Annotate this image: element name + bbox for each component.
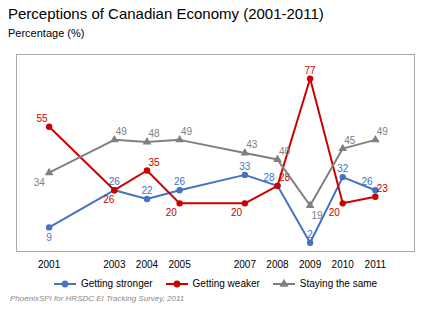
svg-text:9: 9 (46, 232, 52, 243)
svg-text:35: 35 (148, 157, 160, 168)
svg-text:2004: 2004 (136, 259, 159, 270)
svg-text:22: 22 (141, 185, 153, 196)
svg-text:43: 43 (246, 139, 258, 150)
svg-text:2007: 2007 (234, 259, 257, 270)
svg-text:28: 28 (279, 172, 291, 183)
svg-text:49: 49 (181, 126, 193, 137)
svg-text:34: 34 (34, 177, 46, 188)
html-text:Staying the same: Staying the same (299, 278, 378, 289)
svg-text:20: 20 (166, 207, 178, 218)
svg-text:55: 55 (37, 113, 49, 124)
svg-text:26: 26 (361, 176, 373, 187)
svg-text:2011: 2011 (365, 259, 387, 270)
svg-text:26: 26 (174, 176, 186, 187)
svg-text:2005: 2005 (168, 259, 191, 270)
svg-text:2: 2 (307, 229, 313, 240)
svg-text:23: 23 (377, 183, 389, 194)
html-text:Perceptions of Canadian Econom: Perceptions of Canadian Economy (2001-20… (8, 5, 324, 22)
svg-text:33: 33 (239, 161, 251, 172)
html-text:PhoenixSPI for HRSDC EI Tracki: PhoenixSPI for HRSDC EI Tracking Survey,… (10, 294, 185, 303)
html-text:Getting stronger: Getting stronger (80, 278, 153, 289)
html-text:Getting weaker: Getting weaker (192, 278, 260, 289)
svg-text:45: 45 (344, 135, 356, 146)
html-text:Percentage (%): Percentage (%) (8, 27, 85, 39)
svg-text:40: 40 (279, 146, 291, 157)
svg-text:2001: 2001 (38, 259, 61, 270)
svg-text:20: 20 (329, 207, 341, 218)
svg-text:2003: 2003 (103, 259, 126, 270)
svg-text:20: 20 (231, 207, 243, 218)
svg-text:2008: 2008 (266, 259, 289, 270)
svg-text:2010: 2010 (332, 259, 355, 270)
svg-text:49: 49 (116, 126, 128, 137)
svg-text:48: 48 (148, 128, 160, 139)
svg-text:32: 32 (337, 163, 349, 174)
svg-text:26: 26 (108, 176, 120, 188)
svg-text:26: 26 (103, 194, 115, 205)
svg-text:77: 77 (305, 65, 317, 76)
svg-text:49: 49 (377, 126, 389, 137)
svg-text:2009: 2009 (299, 259, 322, 270)
svg-text:28: 28 (264, 172, 276, 183)
svg-text:19: 19 (312, 210, 324, 221)
